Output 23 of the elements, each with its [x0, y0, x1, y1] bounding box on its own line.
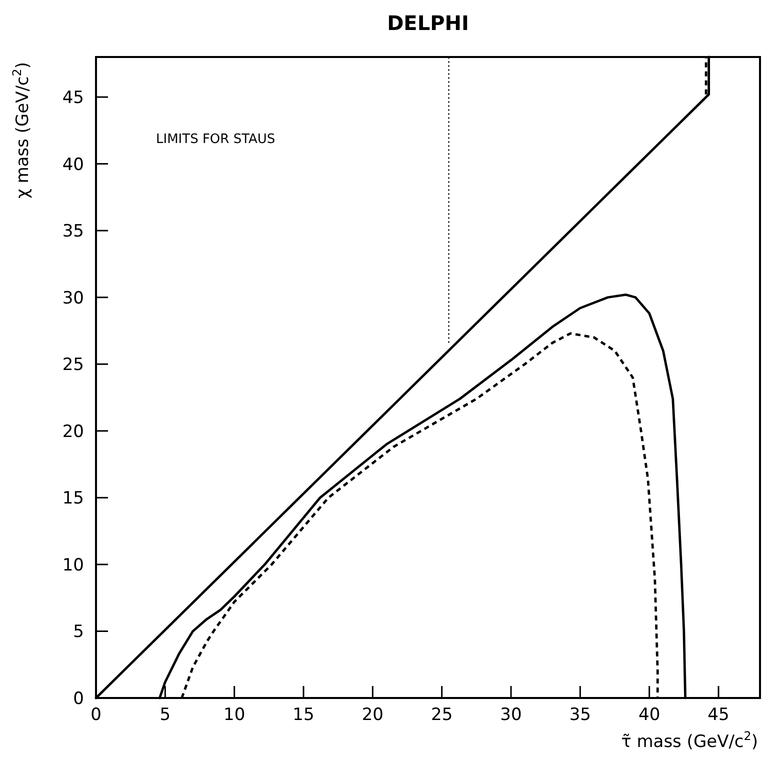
chart-title: DELPHI	[387, 11, 469, 35]
y-tick-label: 35	[62, 222, 84, 242]
x-tick-label: 35	[569, 705, 591, 725]
y-tick-label: 25	[62, 355, 84, 376]
x-tick-label: 45	[708, 705, 730, 725]
x-tick-label: 20	[362, 705, 384, 725]
y-tick-label: 30	[62, 288, 84, 308]
x-tick-label: 10	[224, 705, 246, 725]
y-tick-label: 5	[73, 622, 84, 642]
x-tick-label: 5	[160, 705, 171, 725]
y-tick-label: 10	[62, 555, 84, 576]
y-tick-label: 0	[73, 689, 84, 709]
x-axis-title: τ̃ mass (GeV/c$^{2}$)	[621, 729, 758, 752]
y-tick-label: 15	[62, 488, 84, 509]
y-tick-label: 20	[62, 422, 84, 442]
annotation: LIMITS FOR STAUS	[156, 132, 276, 147]
x-tick-label: 15	[292, 705, 314, 725]
x-tick-label: 40	[638, 705, 660, 725]
x-tick-label: 30	[500, 705, 522, 725]
x-tick-label: 25	[431, 705, 453, 725]
y-tick-label: 45	[62, 88, 84, 108]
x-tick-label: 0	[90, 705, 102, 725]
y-tick-label: 40	[62, 154, 84, 175]
